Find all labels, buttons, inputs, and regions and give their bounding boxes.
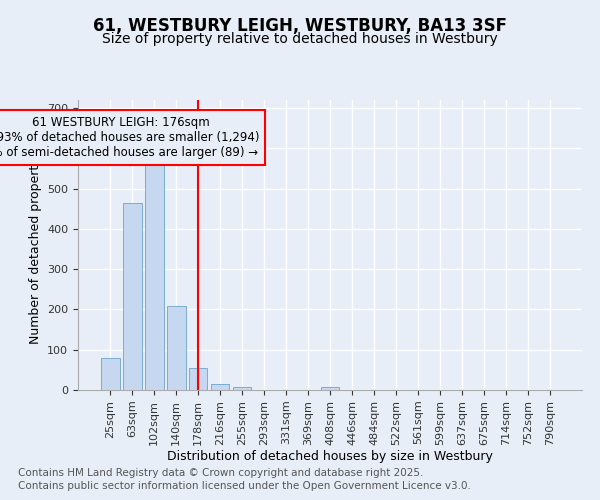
X-axis label: Distribution of detached houses by size in Westbury: Distribution of detached houses by size … <box>167 450 493 464</box>
Text: 61 WESTBURY LEIGH: 176sqm
← 93% of detached houses are smaller (1,294)
6% of sem: 61 WESTBURY LEIGH: 176sqm ← 93% of detac… <box>0 116 259 159</box>
Bar <box>320 387 340 390</box>
Text: Contains HM Land Registry data © Crown copyright and database right 2025.: Contains HM Land Registry data © Crown c… <box>18 468 424 477</box>
Bar <box>167 306 185 390</box>
Bar <box>211 384 229 390</box>
Bar <box>101 358 119 390</box>
Text: Size of property relative to detached houses in Westbury: Size of property relative to detached ho… <box>102 32 498 46</box>
Bar <box>123 202 142 390</box>
Bar <box>233 387 251 390</box>
Bar <box>145 164 164 390</box>
Bar <box>189 368 208 390</box>
Y-axis label: Number of detached properties: Number of detached properties <box>29 146 41 344</box>
Text: Contains public sector information licensed under the Open Government Licence v3: Contains public sector information licen… <box>18 481 471 491</box>
Text: 61, WESTBURY LEIGH, WESTBURY, BA13 3SF: 61, WESTBURY LEIGH, WESTBURY, BA13 3SF <box>93 18 507 36</box>
